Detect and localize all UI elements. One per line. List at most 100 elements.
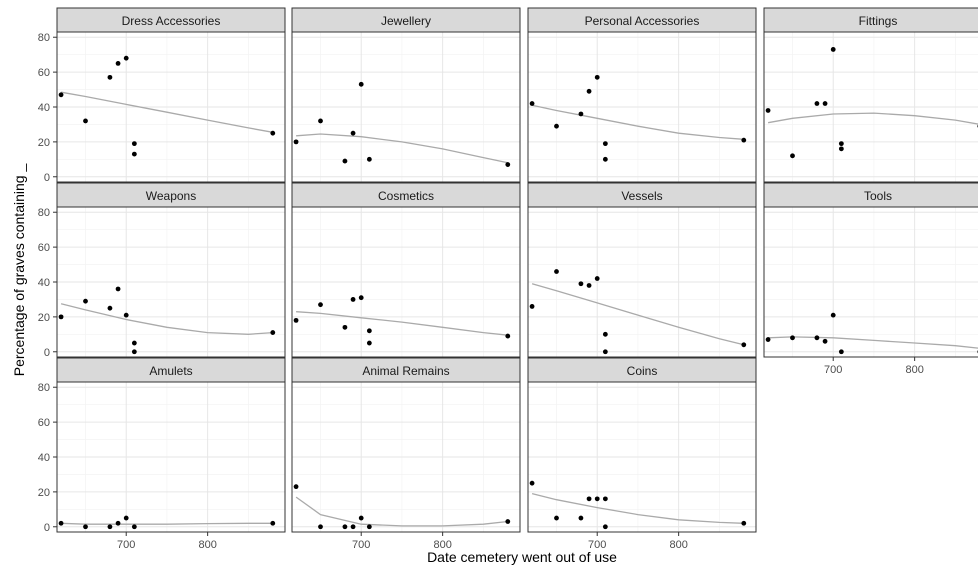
data-point: [505, 162, 511, 167]
data-point: [131, 340, 137, 346]
facet-strip-title: Dress Accessories: [122, 14, 221, 28]
panels-layer: Dress Accessories 0 20 40 60 80 Jewellery Perso…: [38, 7, 978, 551]
facet-strip: [291, 357, 521, 383]
facet-strip-title: Amulets: [149, 364, 192, 378]
data-point: [107, 74, 113, 80]
facet-strip: [527, 357, 757, 383]
panel-border: [291, 31, 521, 183]
data-point: [741, 137, 747, 143]
data-point: [131, 524, 137, 530]
data-point: [115, 520, 121, 526]
y-tick-label: 40: [38, 277, 50, 289]
data-point: [578, 111, 584, 117]
data-point: [293, 139, 299, 145]
data-point: [293, 484, 299, 490]
facet-strip: [56, 182, 286, 208]
data-point: [602, 496, 608, 502]
data-point: [602, 331, 608, 337]
facet-strip-title: Personal Accessories: [585, 14, 700, 28]
panel-border: [291, 206, 521, 358]
facet-strip-title: Weapons: [146, 189, 196, 203]
data-point: [586, 88, 592, 94]
data-point: [366, 328, 372, 334]
y-tick-label: 0: [44, 172, 50, 184]
data-point: [505, 333, 511, 339]
data-point: [594, 276, 600, 281]
data-point: [350, 130, 356, 136]
facet-panel: Weapons 0 20 40 60 80: [38, 182, 286, 359]
x-tick-label: 800: [198, 539, 216, 551]
trend-line: [531, 104, 744, 140]
data-point: [822, 338, 828, 344]
data-point: [578, 281, 584, 287]
data-point: [350, 524, 356, 530]
data-point: [554, 269, 559, 274]
data-point: [838, 141, 844, 147]
facet-strip-title: Jewellery: [381, 14, 431, 28]
panel-border: [291, 381, 521, 533]
data-point: [115, 286, 121, 292]
y-tick-label: 80: [38, 207, 50, 219]
data-point: [123, 515, 129, 521]
trend-line: [60, 303, 273, 335]
data-point: [602, 156, 608, 162]
y-tick-label: 20: [38, 487, 50, 499]
y-tick-label: 60: [38, 242, 50, 254]
x-tick-label: 700: [824, 364, 842, 376]
facet-strip: [56, 7, 286, 33]
facet-strip-title: Fittings: [859, 14, 898, 28]
data-point: [830, 47, 836, 52]
x-tick-label: 700: [588, 539, 606, 551]
facet-panel: Personal Accessories: [527, 7, 757, 183]
data-point: [131, 151, 137, 157]
data-point: [790, 153, 795, 159]
data-point: [838, 349, 844, 355]
data-point: [814, 335, 820, 341]
trend-line: [296, 311, 508, 336]
trend-line: [296, 133, 508, 164]
x-tick-label: 800: [669, 539, 687, 551]
facet-strip-title: Animal Remains: [362, 364, 449, 378]
data-point: [358, 515, 364, 521]
data-point: [366, 340, 372, 346]
data-point: [342, 324, 348, 330]
facet-panel: Tools 700 800: [763, 182, 978, 376]
facet-panel: Fittings: [763, 7, 978, 183]
y-axis-title: Percentage of graves containing _: [11, 164, 27, 377]
panel-border: [763, 31, 978, 183]
data-point: [83, 524, 88, 530]
data-point: [131, 141, 137, 147]
data-point: [318, 302, 323, 308]
trend-line: [61, 522, 273, 525]
y-tick-label: 0: [44, 347, 50, 359]
y-tick-label: 80: [38, 32, 50, 44]
x-axis-title: Date cemetery went out of use: [427, 549, 617, 565]
facet-strip-title: Vessels: [621, 189, 662, 203]
data-point: [358, 81, 364, 87]
data-point: [830, 312, 836, 318]
data-point: [586, 283, 592, 288]
facet-strip: [527, 182, 757, 208]
data-point: [270, 330, 276, 335]
data-point: [123, 312, 129, 318]
data-point: [366, 156, 372, 162]
y-tick-label: 20: [38, 312, 50, 324]
data-point: [594, 74, 600, 80]
trend-line: [531, 283, 744, 346]
data-point: [107, 524, 113, 530]
facet-panel: Amulets 0 20 40 60 80 700 800: [38, 357, 286, 551]
facet-panel: Vessels: [527, 182, 757, 358]
data-point: [342, 524, 348, 530]
trend-line: [60, 91, 273, 133]
data-point: [529, 304, 535, 309]
facet-panel: Cosmetics: [291, 182, 521, 358]
data-point: [318, 524, 323, 530]
data-point: [270, 520, 276, 526]
trend-line: [531, 492, 744, 524]
data-point: [765, 337, 771, 342]
facet-panel: Dress Accessories 0 20 40 60 80: [38, 7, 286, 184]
data-point: [107, 305, 113, 311]
data-point: [586, 496, 592, 502]
panel-border: [763, 206, 978, 358]
data-point: [115, 60, 121, 66]
